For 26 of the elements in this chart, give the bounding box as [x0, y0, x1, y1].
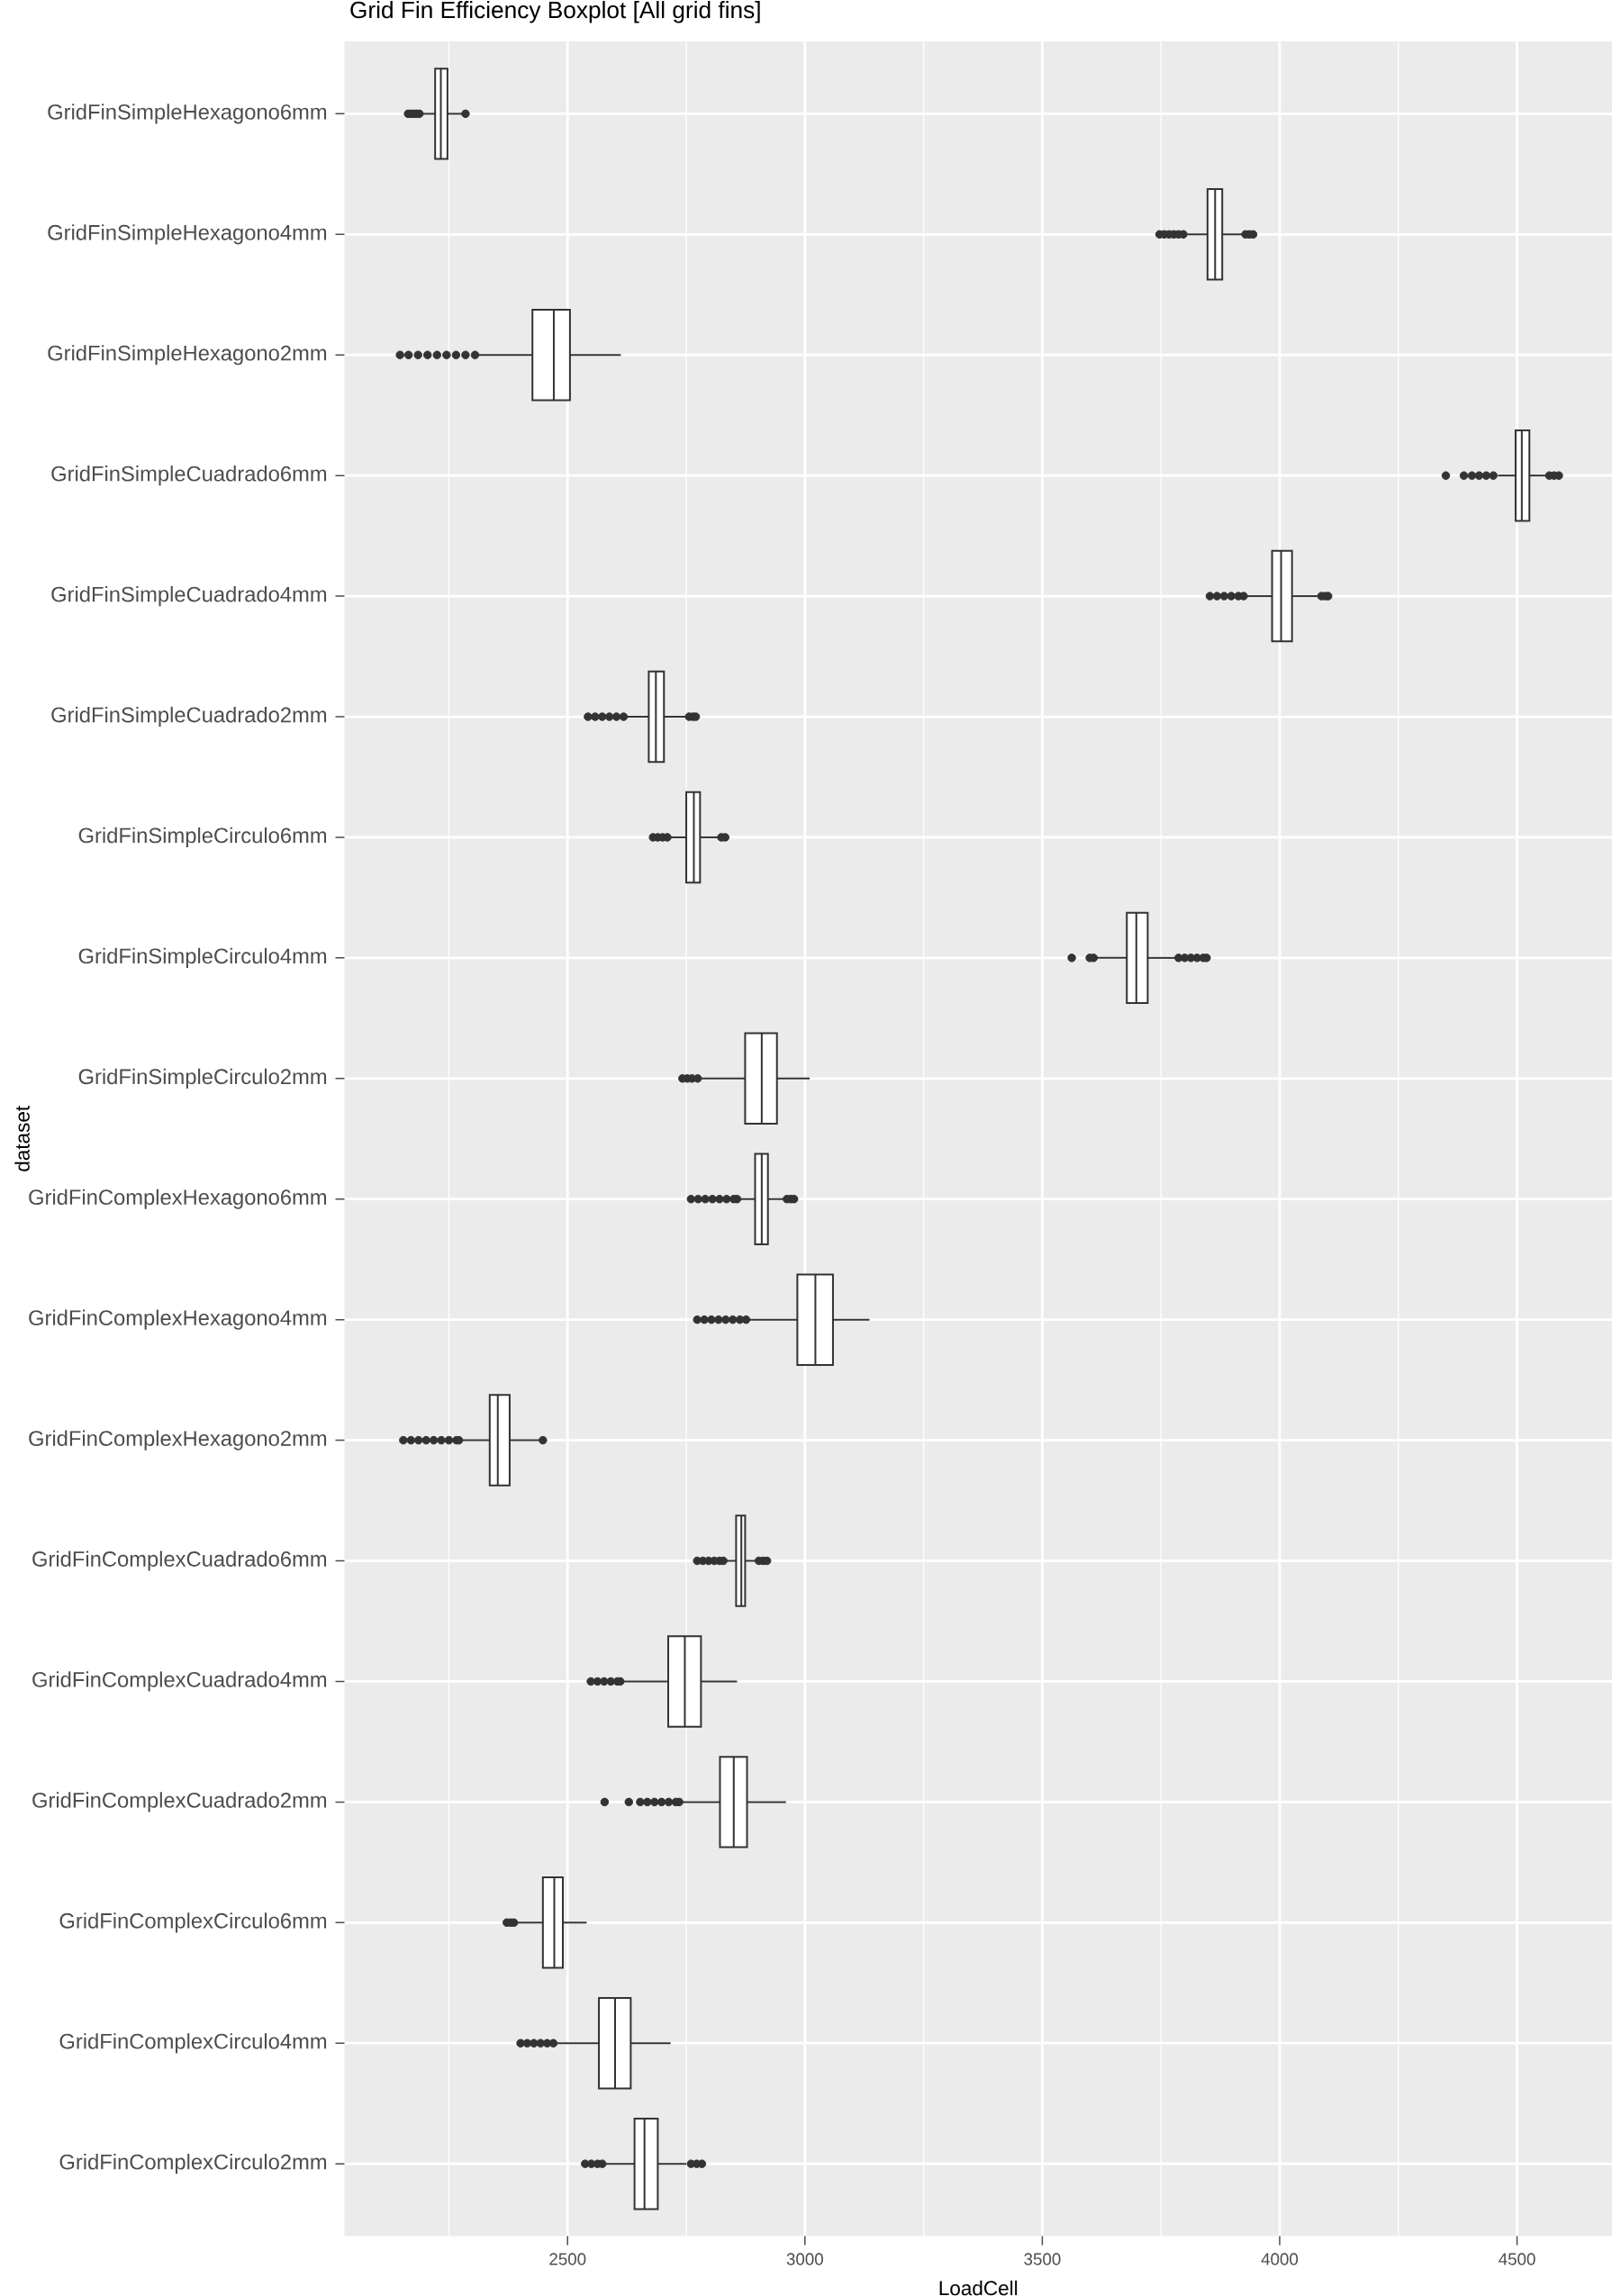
- y-tick-label: GridFinSimpleHexagono6mm: [48, 104, 327, 124]
- x-tick-label: 2500: [549, 2253, 586, 2265]
- y-tick-label: GridFinComplexCuadrado2mm: [32, 1792, 327, 1812]
- y-tick-label: GridFinSimpleHexagono4mm: [48, 224, 327, 245]
- y-tick-label: GridFinSimpleCuadrado2mm: [51, 706, 327, 728]
- y-tick-label: GridFinSimpleCuadrado4mm: [51, 586, 327, 607]
- y-tick-label: GridFinComplexCirculo6mm: [59, 1912, 327, 1933]
- y-tick-label: GridFinComplexCuadrado4mm: [32, 1671, 327, 1692]
- x-tick-label: 4500: [1499, 2253, 1535, 2265]
- y-axis-title: dataset: [14, 1106, 30, 1171]
- x-tick-label: 4000: [1261, 2253, 1299, 2265]
- y-tick-label: GridFinComplexHexagono4mm: [29, 1309, 327, 1330]
- y-tick-label: GridFinSimpleCuadrado6mm: [51, 466, 327, 486]
- x-tick-label: 3500: [1024, 2253, 1061, 2265]
- x-axis-title: LoadCell: [939, 2280, 1018, 2296]
- y-tick-label: GridFinComplexHexagono6mm: [29, 1189, 327, 1209]
- y-tick-label: GridFinComplexCirculo4mm: [59, 2033, 327, 2054]
- x-tick-label: 3000: [786, 2253, 823, 2265]
- y-tick-label: GridFinComplexCuadrado6mm: [32, 1550, 327, 1571]
- y-tick-label: GridFinSimpleCirculo2mm: [78, 1068, 327, 1089]
- y-tick-label: GridFinComplexHexagono2mm: [29, 1430, 327, 1451]
- y-tick-label: GridFinComplexCirculo2mm: [59, 2154, 327, 2174]
- chart-title: Grid Fin Efficiency Boxplot [All grid fins]: [350, 1, 760, 23]
- y-tick-label: GridFinSimpleHexagono2mm: [48, 345, 327, 366]
- y-tick-label: GridFinSimpleCirculo4mm: [78, 947, 327, 968]
- y-tick-label: GridFinSimpleCirculo6mm: [78, 827, 327, 848]
